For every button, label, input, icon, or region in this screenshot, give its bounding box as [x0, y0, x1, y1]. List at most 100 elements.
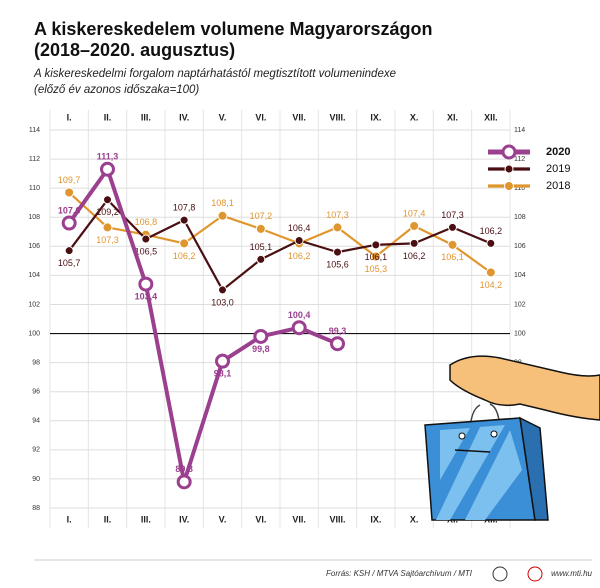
data-point	[141, 234, 151, 244]
data-label: 108,1	[211, 198, 234, 208]
x-tick-label: VIII.	[329, 514, 345, 524]
data-point	[409, 238, 419, 248]
data-label: 106,5	[135, 246, 158, 256]
subtitle: (előző év azonos időszaka=100)	[34, 84, 199, 96]
data-label: 106,2	[403, 251, 426, 261]
data-label: 109,7	[58, 175, 81, 185]
logo	[492, 566, 508, 582]
y-tick-label: 98	[32, 359, 40, 366]
data-point	[102, 222, 113, 233]
x-tick-label: IV.	[179, 112, 189, 122]
data-point	[61, 215, 77, 231]
data-label: 105,1	[250, 242, 273, 252]
data-label: 106,8	[135, 217, 158, 227]
data-point	[100, 161, 115, 177]
data-label: 106,2	[288, 251, 311, 261]
data-label: 107,3	[441, 210, 464, 220]
data-label: 107,2	[250, 211, 273, 221]
y-tick-label: 102	[514, 301, 526, 308]
data-label: 103,4	[135, 291, 158, 301]
x-tick-label: X.	[410, 112, 419, 122]
data-label: 107,4	[403, 208, 426, 218]
data-point	[179, 238, 190, 249]
data-label: 98,1	[214, 369, 232, 379]
data-point	[291, 320, 307, 336]
data-point	[103, 195, 112, 205]
data-label: 111,3	[97, 152, 119, 162]
y-tick-label: 108	[514, 214, 526, 221]
data-label: 106,1	[441, 252, 464, 262]
data-label: 105,6	[326, 259, 349, 269]
x-tick-label: IX.	[370, 514, 381, 524]
data-label: 107,3	[326, 210, 349, 220]
y-tick-label: 112	[514, 156, 525, 163]
x-tick-label: VIII.	[329, 112, 345, 122]
x-tick-label: VII.	[292, 112, 306, 122]
data-point	[294, 235, 304, 245]
shopping-bag-illustration	[424, 355, 600, 521]
data-point	[485, 267, 496, 278]
legend-swatch	[504, 164, 514, 174]
data-label: 107,6	[58, 205, 81, 215]
legend-swatch	[504, 181, 514, 191]
data-point	[138, 276, 154, 292]
x-tick-label: IX.	[370, 112, 381, 122]
data-point	[215, 353, 230, 369]
x-tick-label: II.	[104, 112, 112, 122]
y-tick-label: 112	[29, 156, 40, 163]
subtitle: A kiskereskedelmi forgalom naptárhatástó…	[33, 68, 396, 80]
data-label: 107,3	[96, 235, 119, 245]
y-tick-label: 94	[32, 418, 40, 425]
y-tick-label: 88	[32, 505, 40, 512]
x-tick-label: V.	[219, 514, 227, 524]
data-point	[253, 328, 269, 344]
data-point	[179, 215, 189, 225]
x-tick-label: V.	[219, 112, 227, 122]
data-label: 106,2	[480, 226, 503, 236]
data-label: 104,2	[480, 280, 503, 290]
y-tick-label: 114	[514, 127, 525, 134]
legend-label: 2018	[546, 180, 570, 192]
data-label: 107,8	[173, 203, 196, 213]
x-tick-label: II.	[104, 514, 112, 524]
data-point	[64, 246, 74, 256]
data-point	[333, 247, 342, 257]
data-point	[448, 222, 457, 232]
plot-area: 8888909092929494969698981001001021021041…	[28, 110, 526, 528]
chart-title: (2018–2020. augusztus)	[34, 40, 235, 60]
data-point	[370, 251, 381, 262]
y-tick-label: 102	[28, 301, 40, 308]
x-tick-label: III.	[141, 514, 151, 524]
data-label: 100,4	[288, 310, 311, 320]
y-tick-label: 104	[514, 272, 526, 279]
data-label: 105,7	[58, 258, 81, 268]
y-tick-label: 106	[28, 243, 40, 250]
y-tick-label: 104	[28, 272, 40, 279]
data-point	[255, 223, 266, 234]
data-point	[332, 222, 343, 233]
y-tick-label: 114	[29, 127, 40, 134]
data-point	[409, 220, 420, 231]
data-label: 89,8	[175, 464, 193, 474]
series-line	[68, 198, 492, 292]
x-tick-label: XII.	[484, 112, 498, 122]
y-tick-label: 100	[514, 330, 526, 337]
y-tick-label: 100	[28, 330, 40, 337]
data-point	[330, 336, 345, 352]
data-point	[447, 239, 458, 250]
x-tick-label: X.	[410, 514, 419, 524]
y-tick-label: 110	[514, 185, 525, 192]
y-tick-label: 96	[32, 389, 40, 396]
data-label: 99,3	[329, 326, 347, 336]
y-tick-label: 92	[32, 447, 40, 454]
source: Forrás: KSH / MTVA Sajtóarchívum / MTI	[326, 569, 473, 578]
x-tick-label: VI.	[255, 112, 266, 122]
x-tick-label: XI.	[447, 112, 458, 122]
legend-label: 2019	[546, 163, 570, 175]
x-tick-label: VI.	[255, 514, 266, 524]
data-point	[371, 240, 381, 250]
data-label: 109,2	[96, 207, 119, 217]
x-tick-label: VII.	[292, 514, 306, 524]
data-label: 103,0	[211, 297, 234, 307]
logo	[527, 566, 543, 582]
